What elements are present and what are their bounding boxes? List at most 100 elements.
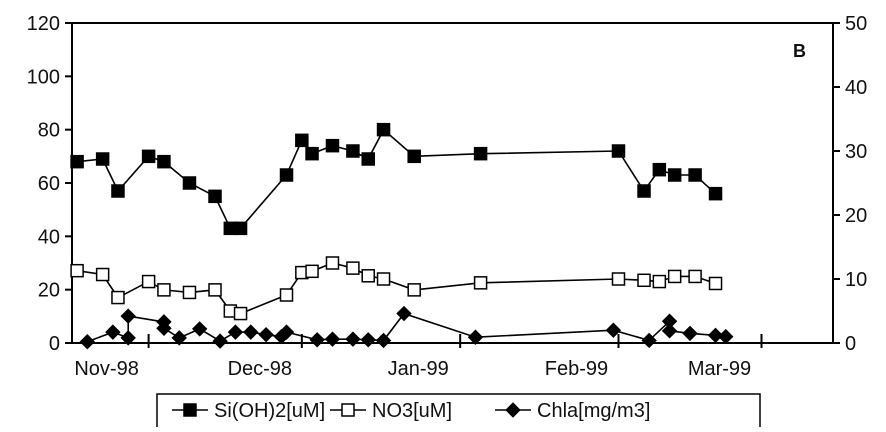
data-point	[157, 154, 171, 169]
data-point	[182, 285, 197, 300]
y-left-tick-label: 120	[27, 13, 60, 35]
data-point	[227, 324, 244, 340]
data-point	[605, 322, 622, 338]
data-point	[212, 333, 228, 349]
data-point	[70, 154, 84, 169]
data-point	[105, 324, 121, 340]
data-point	[346, 144, 360, 158]
data-point	[305, 264, 319, 279]
x-tick-label: Dec-98	[228, 358, 292, 380]
y-left-tick-label: 0	[49, 333, 60, 355]
data-point	[661, 323, 678, 339]
data-point	[258, 326, 274, 343]
data-point	[637, 273, 651, 288]
y-right-tick-label: 50	[845, 13, 867, 35]
legend-box	[156, 393, 761, 432]
data-point	[233, 306, 248, 321]
x-tick-label: Nov-98	[74, 358, 138, 380]
data-point	[182, 176, 197, 190]
x-tick-label: Feb-99	[545, 358, 608, 380]
legend: Si(OH)2[uM] NO3[uM] Chla[mg/m3]	[156, 393, 761, 432]
y-right-tick-label: 40	[845, 77, 867, 99]
y-left-tick-label: 60	[38, 173, 60, 195]
legend-marker	[505, 402, 521, 418]
data-point	[361, 152, 375, 166]
data-point	[707, 327, 724, 344]
data-point	[79, 334, 96, 350]
legend-label: NO3[uM]	[372, 400, 452, 422]
data-point	[667, 269, 682, 284]
data-point	[156, 320, 172, 336]
y-right-tick-label: 20	[845, 205, 867, 227]
data-point	[652, 274, 667, 289]
data-point	[637, 184, 651, 198]
data-point	[688, 168, 702, 182]
series-0	[70, 122, 723, 236]
data-point	[682, 325, 698, 342]
y-right-tick-label: 0	[845, 333, 856, 355]
legend-marker	[341, 403, 355, 417]
x-tick-label: Mar-99	[688, 358, 751, 380]
data-point	[361, 269, 375, 283]
data-point	[708, 276, 723, 291]
y-left-tick-label: 80	[38, 120, 60, 142]
panel-label: B	[793, 41, 806, 61]
data-point	[208, 283, 222, 297]
data-point	[324, 331, 341, 347]
data-point	[345, 331, 361, 347]
data-point	[376, 122, 391, 137]
data-point	[243, 324, 259, 340]
y-left-tick-label: 20	[38, 280, 60, 302]
series-line	[76, 262, 716, 315]
data-point	[407, 149, 421, 164]
data-point	[95, 267, 110, 282]
y-right-tick-label: 10	[845, 269, 867, 291]
data-point	[157, 283, 171, 297]
data-point	[95, 152, 110, 166]
data-point	[309, 332, 325, 348]
data-point	[667, 168, 682, 182]
data-point	[611, 144, 626, 158]
data-point	[325, 256, 340, 270]
data-point	[708, 186, 723, 201]
data-point	[360, 332, 376, 348]
data-point	[279, 168, 294, 182]
data-point	[467, 329, 484, 345]
data-point	[208, 189, 222, 204]
data-point	[688, 269, 702, 284]
data-point	[111, 290, 125, 305]
data-point	[120, 308, 136, 324]
data-point	[611, 272, 626, 286]
data-point	[70, 263, 84, 278]
data-point	[305, 146, 319, 161]
x-tick-label: Jan-99	[388, 358, 449, 380]
series-2	[79, 305, 734, 350]
data-point	[171, 330, 187, 346]
data-point	[473, 276, 488, 290]
data-point	[111, 184, 125, 198]
data-point	[325, 138, 340, 153]
data-point	[295, 133, 309, 148]
data-point	[652, 162, 667, 177]
data-point	[346, 261, 360, 275]
data-point	[278, 324, 295, 340]
data-point	[376, 272, 391, 286]
data-point	[407, 283, 421, 297]
data-point	[473, 146, 488, 161]
y-left-tick-label: 100	[27, 66, 60, 88]
data-point	[191, 321, 208, 337]
data-point	[718, 328, 734, 345]
axes-layer: 0 20 40 60 80 100 120 0 10 20 30 40 50 Nov-98 Dec-98 Ja…	[27, 13, 868, 380]
data-point	[641, 332, 657, 349]
legend-marker	[183, 403, 197, 417]
data-point	[141, 149, 156, 164]
data-point	[279, 288, 294, 302]
legend-label: Si(OH)2[uM]	[214, 400, 325, 422]
data-point	[375, 332, 392, 349]
series-layer	[70, 122, 734, 350]
data-point	[233, 221, 248, 236]
data-point	[396, 305, 412, 322]
data-point	[120, 330, 136, 346]
